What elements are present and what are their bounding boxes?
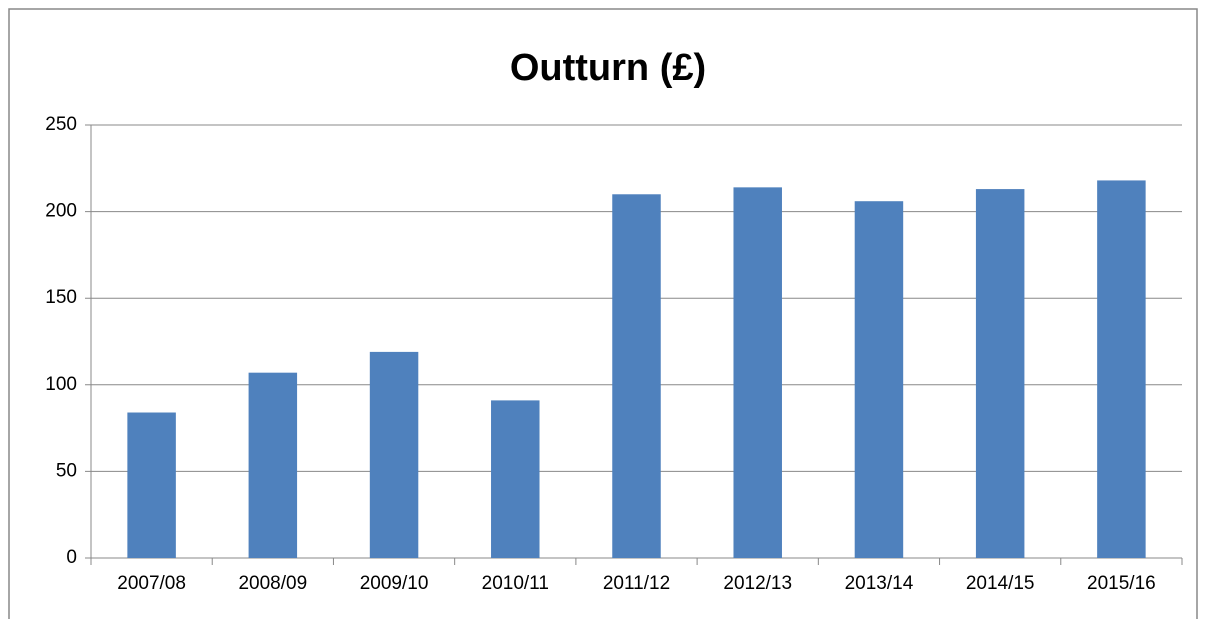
bar <box>127 412 176 558</box>
bar <box>975 189 1025 559</box>
chart-frame <box>8 8 1198 619</box>
x-tick-label: 2010/11 <box>482 573 549 594</box>
y-tick-label: 100 <box>45 374 77 395</box>
x-tick-label: 2014/15 <box>966 573 1035 594</box>
x-tick-label: 2012/13 <box>723 573 792 594</box>
x-tick-label: 2015/16 <box>1087 573 1156 594</box>
x-tick-label: 2013/14 <box>845 573 914 594</box>
bar <box>369 351 419 558</box>
bar <box>612 194 661 558</box>
y-tick-label: 0 <box>66 547 77 568</box>
x-tick-label: 2008/09 <box>238 573 307 594</box>
y-tick-label: 50 <box>56 460 77 481</box>
bar <box>854 201 904 558</box>
y-tick-label: 150 <box>45 287 77 308</box>
bar <box>491 400 540 558</box>
bar <box>733 187 782 559</box>
bar <box>1097 180 1146 558</box>
x-tick-label: 2007/08 <box>117 573 186 594</box>
y-tick-label: 200 <box>45 201 77 222</box>
bar <box>248 372 298 558</box>
x-tick-label: 2009/10 <box>360 573 429 594</box>
y-tick-label: 250 <box>45 114 77 135</box>
x-tick-label: 2011/12 <box>603 573 670 594</box>
chart-title: Outturn (£) <box>510 47 706 89</box>
